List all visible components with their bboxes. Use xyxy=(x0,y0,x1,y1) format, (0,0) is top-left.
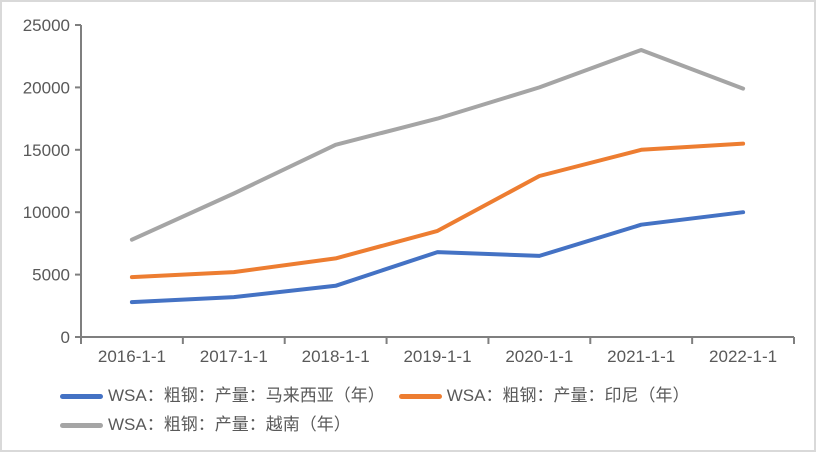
legend-swatch xyxy=(60,422,103,428)
x-tick-label: 2017-1-1 xyxy=(200,347,268,366)
x-tick-label: 2018-1-1 xyxy=(302,347,370,366)
legend-label: WSA：粗钢：产量：马来西亚（年） xyxy=(108,386,385,405)
x-tick-label: 2021-1-1 xyxy=(607,347,675,366)
x-tick-label: 2022-1-1 xyxy=(709,347,777,366)
legend-swatch xyxy=(398,393,442,399)
chart-plot-area: 0 5000 10000 15000 20000 25000 2016-1-1 2017-1-… xyxy=(23,16,795,366)
y-tick-label: 15000 xyxy=(23,141,70,160)
legend-label: WSA：粗钢：产量：越南（年） xyxy=(108,415,351,434)
legend-swatch xyxy=(60,393,103,399)
legend-item: WSA：粗钢：产量：印尼（年） xyxy=(398,386,690,405)
series-line-3 xyxy=(129,48,746,242)
y-tick-label: 5000 xyxy=(32,266,70,285)
legend-label: WSA：粗钢：产量：印尼（年） xyxy=(446,386,690,405)
x-tick-label: 2019-1-1 xyxy=(403,347,471,366)
series-line-1 xyxy=(129,210,746,305)
y-tick-label: 25000 xyxy=(23,16,70,35)
y-tick-label: 20000 xyxy=(23,78,70,97)
legend-item: WSA：粗钢：产量：越南（年） xyxy=(60,416,351,434)
legend-item: WSA：粗钢：产量：马来西亚（年） xyxy=(60,387,385,405)
x-tick-label: 2016-1-1 xyxy=(98,347,166,366)
x-tick-label: 2020-1-1 xyxy=(505,347,573,366)
chart-legend: WSA：粗钢：产量：马来西亚（年） WSA：粗钢：产量：印尼（年） WSA：粗钢：产… xyxy=(60,387,808,434)
series-line-2 xyxy=(129,141,746,280)
y-tick-label: 0 xyxy=(61,328,70,347)
y-tick-label: 10000 xyxy=(23,203,70,222)
